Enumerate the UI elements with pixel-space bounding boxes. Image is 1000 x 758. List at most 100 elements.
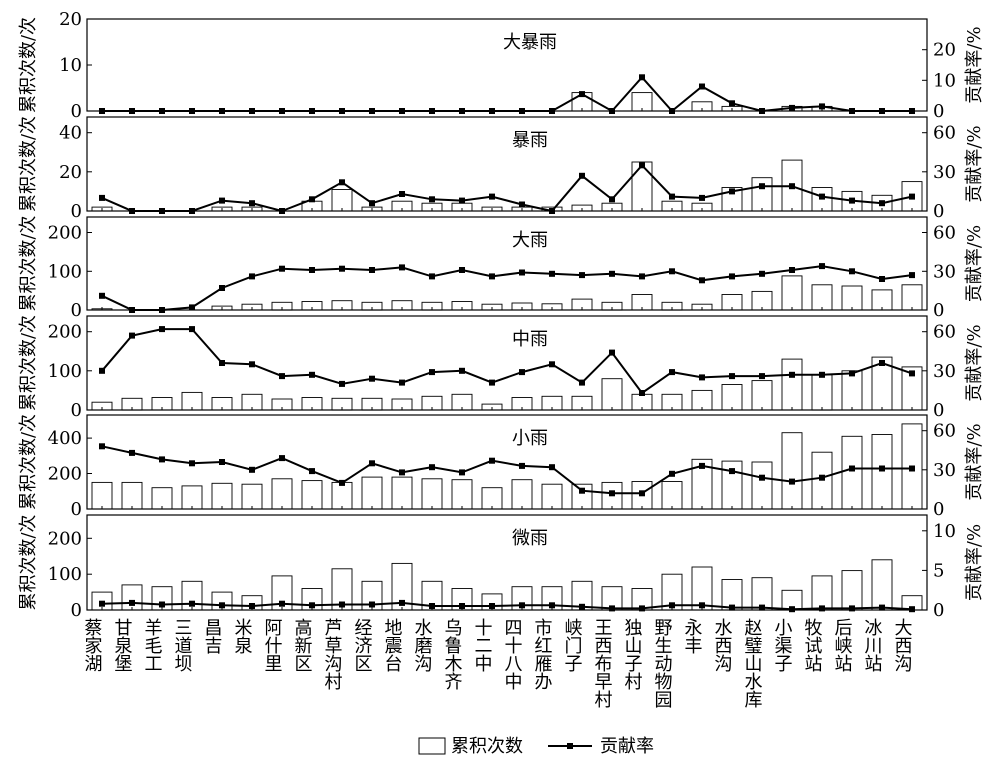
line-point-1-8 [339,179,345,186]
line-point-5-19 [669,602,675,609]
line-point-5-25 [849,605,855,612]
line-point-2-10 [399,264,405,271]
line-point-0-27 [909,108,915,114]
right-tick-label: 0 [933,499,944,520]
line-point-3-24 [819,371,825,378]
left-tick-label: 20 [59,162,82,183]
line-point-0-6 [279,108,285,114]
line-point-2-20 [699,277,705,284]
line-point-2-22 [759,270,765,277]
right-tick-label: 60 [933,123,956,144]
right-tick-label: 60 [933,223,956,244]
panel-2: 0 100 200 0 30 60 大雨 累积次数/次 贡献率/% [18,215,985,321]
line-point-5-21 [729,604,735,611]
line-point-4-3 [189,460,195,467]
line-point-4-25 [849,465,855,472]
line-point-5-26 [879,604,885,611]
panel-title: 大暴雨 [503,32,557,53]
line-point-2-8 [339,265,345,272]
right-tick-label: 0 [933,600,944,621]
line-point-1-18 [639,162,645,169]
line-point-3-15 [549,361,555,368]
line-point-3-25 [849,370,855,377]
line-point-2-7 [309,267,315,273]
line-point-0-12 [459,108,465,114]
bar-4-13 [481,487,503,510]
line-point-4-16 [579,487,585,494]
x-tick-label: 高新区 [292,618,313,672]
right-tick-label: 30 [933,460,956,481]
line-point-5-1 [129,599,135,606]
bar-4-25 [841,435,863,510]
line-point-2-21 [729,273,735,280]
line-point-0-26 [879,108,885,114]
line-point-3-26 [879,360,885,366]
legend: 累积次数 贡献率 [418,736,654,757]
line-point-0-23 [789,104,795,111]
right-tick-label: 20 [933,40,956,61]
panel-1: 0 20 40 0 30 60 暴雨 累积次数/次 贡献率/% [18,116,985,222]
line-point-1-10 [399,191,405,197]
bar-4-8 [331,481,353,510]
left-tick-label: 0 [71,201,82,222]
line-point-5-3 [189,600,195,607]
bar-3-24 [811,374,833,411]
bar-4-6 [271,478,293,510]
line-point-1-21 [729,188,735,195]
right-axis-label: 贡献率/% [964,423,985,500]
line-point-3-2 [159,326,165,333]
bar-4-1 [121,481,143,510]
line-point-1-17 [609,196,615,203]
line-point-1-4 [219,197,225,204]
line-point-0-25 [849,108,855,114]
line-point-1-13 [489,193,495,200]
right-tick-label: 10 [933,521,956,542]
line-point-3-22 [759,373,765,380]
line-point-1-14 [519,201,525,208]
line-point-3-5 [249,361,255,368]
line-point-4-13 [489,457,495,464]
line-point-3-27 [909,370,915,377]
panel-4: 0 200 400 0 30 60 小雨 累积次数/次 贡献率/% [18,414,985,520]
left-tick-label: 0 [71,499,82,520]
line-point-3-23 [789,371,795,378]
bar-4-19 [661,481,683,510]
left-axis-label: 累积次数/次 [18,215,39,311]
line-point-3-7 [309,371,315,378]
line-point-4-14 [519,462,525,469]
panel-frame [86,414,928,510]
line-point-3-21 [729,373,735,380]
line-point-4-5 [249,466,255,473]
line-point-3-3 [189,326,195,333]
bar-5-1 [121,584,143,611]
line-point-0-3 [189,108,195,114]
panel-title: 大雨 [512,230,548,251]
right-axis-label: 贡献率/% [964,26,985,103]
line-point-4-19 [669,470,675,477]
x-tick-label: 独山子村 [622,618,643,690]
line-point-1-22 [759,183,765,190]
bar-4-9 [361,476,383,510]
line-point-0-19 [669,108,675,114]
bar-3-21 [721,384,743,411]
line-point-0-8 [339,108,345,114]
line-point-5-14 [519,602,525,609]
bar-4-22 [751,461,773,510]
line-point-0-20 [699,83,705,90]
line-point-3-18 [639,390,645,396]
line-point-0-24 [819,103,825,110]
line-point-4-23 [789,478,795,485]
bar-4-11 [421,478,443,510]
line-point-0-16 [579,91,585,98]
left-tick-label: 20 [59,9,82,30]
line-point-4-27 [909,465,915,472]
line-point-0-22 [759,108,765,114]
contribution-line-4 [101,445,912,495]
line-point-1-24 [819,193,825,200]
line-point-5-20 [699,602,705,609]
bar-3-25 [841,370,863,411]
bar-2-26 [871,289,893,311]
line-point-4-7 [309,468,315,475]
panel-title: 微雨 [512,528,548,549]
